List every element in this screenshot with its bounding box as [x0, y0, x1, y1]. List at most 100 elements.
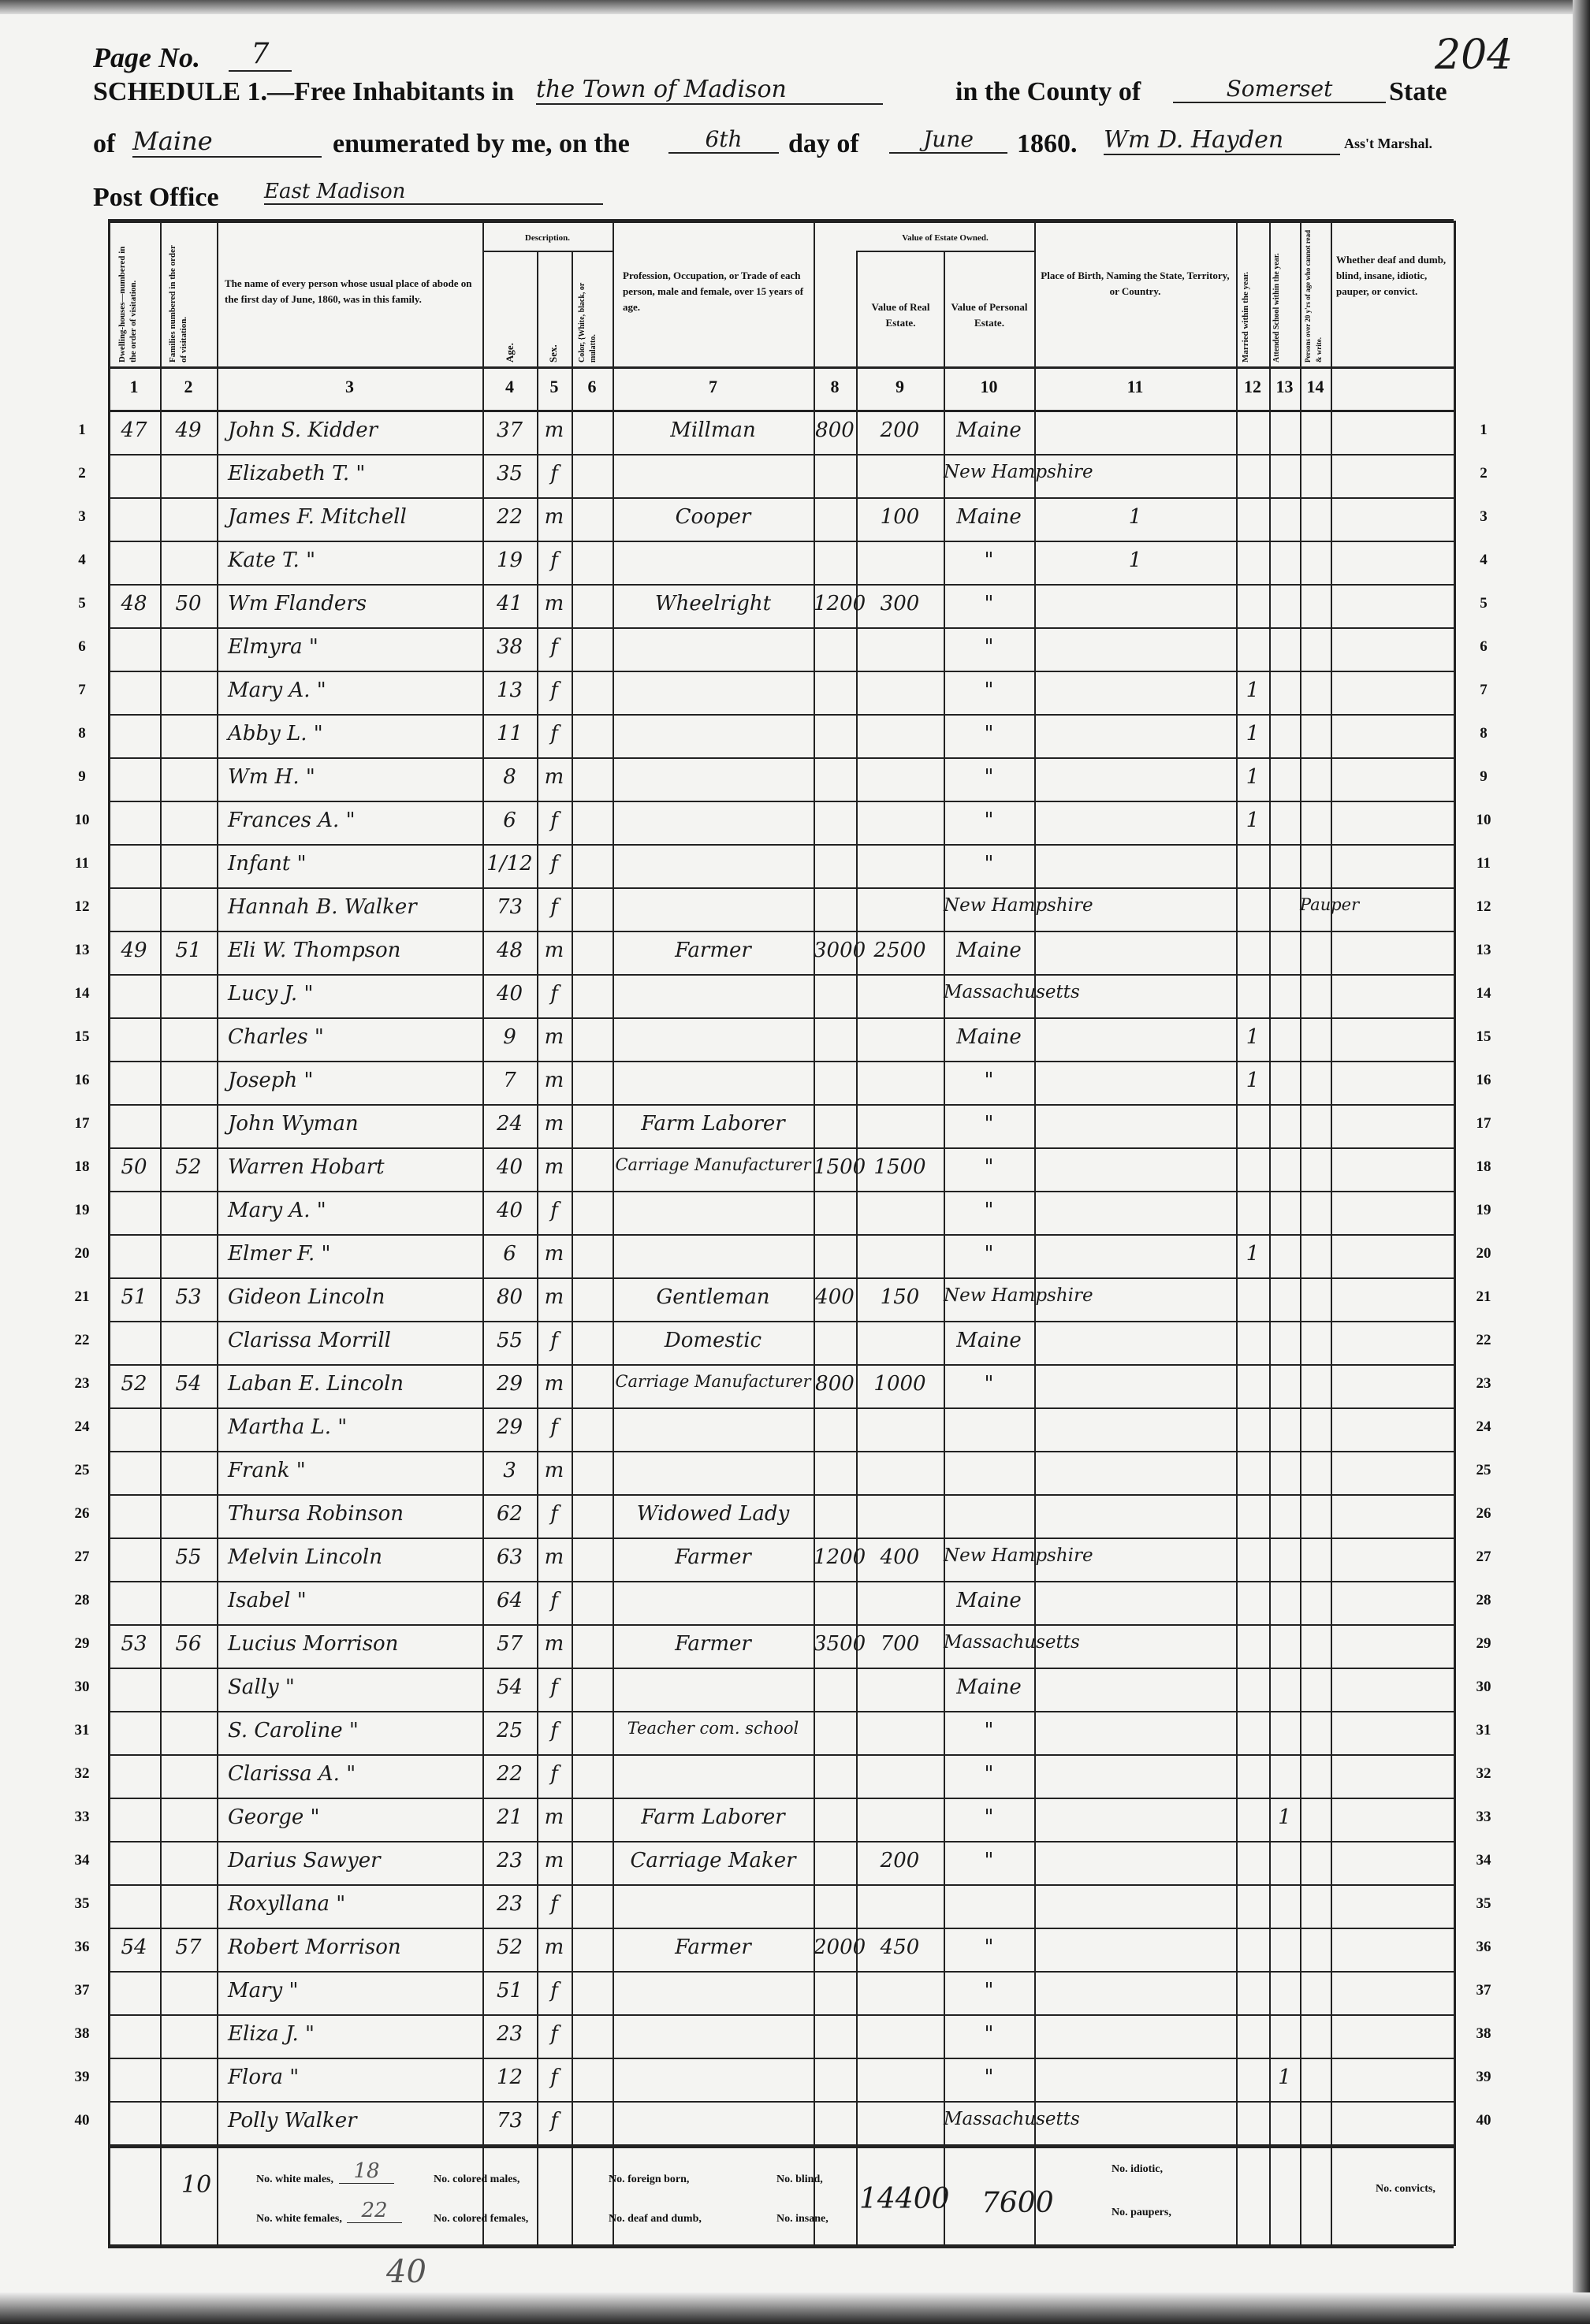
person-name: Melvin Lincoln	[228, 1545, 382, 1569]
day-of-label: day of	[788, 129, 859, 158]
age: 41	[496, 592, 523, 615]
age: 6	[503, 1242, 516, 1266]
birthplace: New Hampshire	[944, 1285, 1093, 1306]
family-number: 54	[175, 1372, 202, 1396]
row-number-left: 18	[74, 1158, 90, 1175]
birthplace: "	[984, 679, 994, 702]
birthplace: "	[984, 852, 994, 876]
occupation: Teacher com. school	[627, 1719, 799, 1738]
row-number-right: 19	[1476, 1202, 1491, 1218]
row-rule	[108, 1494, 1454, 1496]
occupation: Cooper	[675, 505, 751, 529]
person-name: Mary A. "	[228, 679, 326, 702]
header-occupation: Profession, Occupation, or Trade of each…	[623, 270, 804, 313]
birthplace: "	[984, 635, 994, 659]
attended-school: 1	[1246, 679, 1260, 702]
header-dwelling-number: Dwelling-houses—numbered in the order of…	[117, 246, 138, 363]
row-number-left: 40	[74, 2112, 90, 2129]
column-divider	[944, 252, 945, 2246]
row-number-left: 36	[74, 1939, 90, 1955]
sex: m	[544, 505, 564, 529]
row-rule	[108, 2014, 1454, 2016]
person-name: Kate T. "	[228, 548, 316, 572]
row-number-left: 9	[78, 768, 86, 785]
header-school: Attended School within the year.	[1272, 253, 1281, 363]
birthplace: Maine	[956, 939, 1022, 962]
person-name: Polly Walker	[228, 2109, 357, 2133]
row-number-right: 4	[1480, 552, 1488, 568]
column-divider	[1300, 221, 1301, 2246]
row-rule	[108, 1928, 1454, 1929]
row-number-left: 2	[78, 465, 86, 482]
enumerated-label: enumerated by me, on the	[333, 129, 630, 158]
row-number-right: 25	[1476, 1462, 1491, 1478]
age: 40	[496, 1155, 523, 1179]
row-number-right: 11	[1476, 855, 1491, 872]
birthplace: "	[984, 2066, 994, 2089]
real-estate-value: 2000	[814, 1935, 866, 1959]
age: 73	[496, 2109, 523, 2133]
sex: f	[550, 1329, 558, 1352]
sex: f	[550, 1719, 558, 1742]
row-number-right: 26	[1476, 1505, 1491, 1522]
header-age: Age.	[504, 343, 516, 363]
dwelling-number: 53	[121, 1632, 147, 1656]
real-estate-value: 3000	[814, 939, 866, 962]
age: 7	[503, 1069, 516, 1092]
row-number-left: 3	[78, 508, 86, 525]
birthplace: "	[984, 1372, 994, 1396]
enumeration-day: 6th	[668, 126, 779, 154]
page-total: 40	[386, 2254, 426, 2290]
attended-school: 1	[1246, 1025, 1260, 1049]
header-sex: Sex.	[547, 344, 559, 363]
row-rule	[108, 1798, 1454, 1799]
real-estate-value: 400	[815, 1285, 855, 1309]
age: 13	[496, 679, 523, 702]
row-number-left: 33	[74, 1809, 90, 1825]
row-rule	[108, 1104, 1454, 1106]
state-name: Maine	[132, 126, 322, 158]
row-number-left: 28	[74, 1592, 90, 1608]
birthplace: New Hampshire	[944, 462, 1093, 482]
person-name: Mary A. "	[228, 1199, 326, 1222]
column-number: 6	[587, 377, 597, 396]
birthplace: "	[984, 1199, 994, 1222]
age: 73	[496, 895, 523, 919]
row-number-left: 1	[78, 422, 86, 438]
row-number-left: 27	[74, 1549, 90, 1565]
row-number-left: 11	[75, 855, 89, 872]
row-number-right: 7	[1480, 682, 1488, 698]
age: 62	[496, 1502, 523, 1526]
age: 38	[496, 635, 523, 659]
age: 52	[496, 1935, 523, 1959]
row-number-left: 23	[74, 1375, 90, 1392]
sex: f	[550, 2109, 558, 2133]
row-rule	[108, 1971, 1454, 1973]
post-office-name: East Madison	[264, 180, 603, 205]
attended-school: 1	[1246, 1069, 1260, 1092]
row-rule	[108, 1841, 1454, 1842]
column-divider	[856, 252, 858, 2246]
person-name: Charles "	[228, 1025, 324, 1049]
personal-estate-value: 400	[880, 1545, 920, 1569]
dwelling-number: 52	[121, 1372, 147, 1396]
sex: m	[544, 418, 564, 442]
age: 23	[496, 1892, 523, 1916]
sex: f	[550, 809, 558, 832]
personal-estate-value: 200	[880, 1849, 920, 1872]
birthplace: "	[984, 1805, 994, 1829]
column-number: 10	[980, 377, 998, 396]
row-number-right: 30	[1476, 1679, 1491, 1695]
age: 21	[496, 1805, 523, 1829]
sex: f	[550, 722, 558, 746]
sex: f	[550, 1892, 558, 1916]
row-number-left: 22	[74, 1332, 90, 1348]
person-name: Frank "	[228, 1459, 306, 1482]
dwelling-number: 51	[121, 1285, 147, 1309]
row-number-right: 27	[1476, 1549, 1491, 1565]
row-number-left: 17	[74, 1115, 90, 1132]
county-name: Somerset	[1173, 76, 1386, 103]
personal-estate-total: 7600	[981, 2187, 1054, 2219]
real-estate-value: 800	[815, 1372, 855, 1396]
sex: m	[544, 939, 564, 962]
